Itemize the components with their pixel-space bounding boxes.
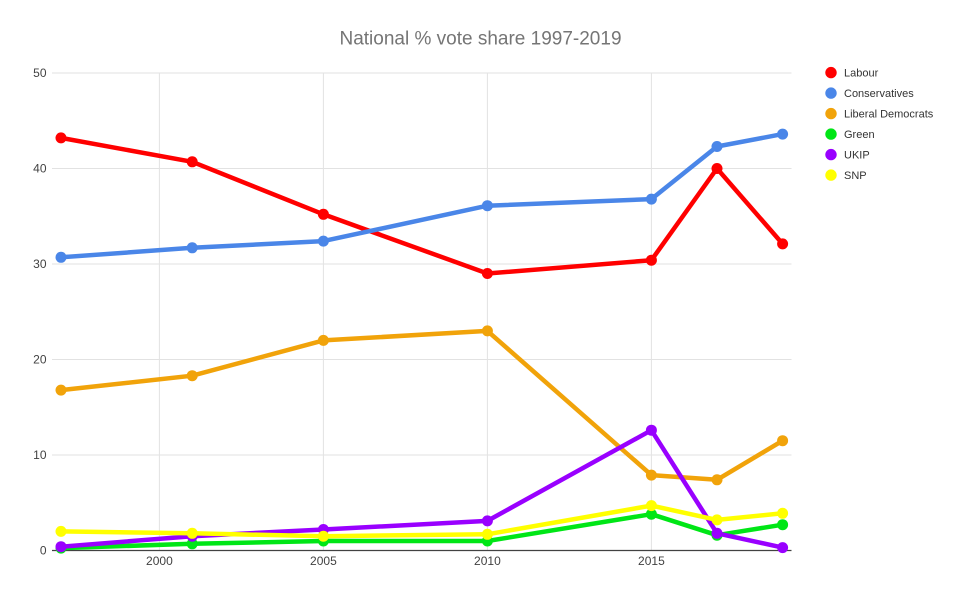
svg-text:50: 50 <box>33 66 47 80</box>
svg-text:40: 40 <box>33 162 47 176</box>
svg-text:10: 10 <box>33 448 47 462</box>
svg-text:Conservatives: Conservatives <box>844 88 914 100</box>
svg-text:Labour: Labour <box>844 68 879 80</box>
svg-text:2015: 2015 <box>638 554 665 568</box>
svg-text:Green: Green <box>844 129 875 141</box>
svg-text:2010: 2010 <box>474 554 501 568</box>
svg-text:2000: 2000 <box>146 554 173 568</box>
svg-text:2005: 2005 <box>310 554 337 568</box>
svg-text:30: 30 <box>33 257 47 271</box>
svg-text:0: 0 <box>40 544 47 558</box>
svg-text:Liberal Democrats: Liberal Democrats <box>844 109 934 121</box>
svg-text:UKIP: UKIP <box>844 150 870 162</box>
svg-text:20: 20 <box>33 353 47 367</box>
svg-text:SNP: SNP <box>844 170 867 182</box>
svg-text:National % vote share 1997-201: National % vote share 1997-2019 <box>339 29 621 50</box>
